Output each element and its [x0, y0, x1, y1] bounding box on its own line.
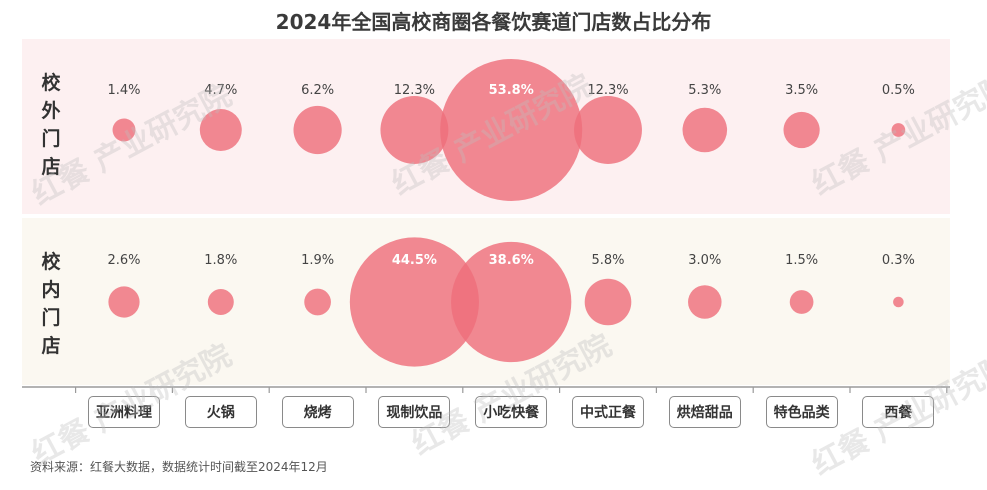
- category-label: 西餐: [862, 396, 935, 428]
- data-label: 1.5%: [785, 253, 818, 268]
- data-label: 12.3%: [587, 83, 628, 98]
- bubble-mark: [682, 107, 728, 153]
- bubble-mark: [688, 285, 722, 319]
- bubble-mark: [304, 288, 331, 316]
- data-label: 44.5%: [392, 253, 437, 268]
- row-label-char: 门: [41, 306, 60, 329]
- category-label: 烘焙甜品: [668, 396, 741, 428]
- data-label: 3.5%: [785, 83, 818, 98]
- bubble-mark: [108, 286, 140, 318]
- category-label: 现制饮品: [378, 396, 451, 428]
- bubble-mark: [893, 296, 904, 308]
- row-label-char: 内: [41, 278, 60, 301]
- bubble-mark: [293, 105, 342, 155]
- chart-title: 2024年全国高校商圈各餐饮赛道门店数占比分布: [275, 10, 712, 34]
- category-label: 亚洲料理: [88, 396, 160, 428]
- category-label: 中式正餐: [572, 396, 644, 428]
- row-label-char: 门: [41, 127, 60, 150]
- bubble-mark: [199, 109, 242, 151]
- data-label: 0.3%: [882, 253, 915, 268]
- category-label: 特色品类: [765, 396, 838, 428]
- row-label-char: 店: [41, 334, 60, 357]
- row-label-char: 外: [41, 99, 60, 122]
- data-label: 0.5%: [882, 83, 915, 98]
- data-label: 1.4%: [107, 83, 140, 98]
- data-label: 53.8%: [489, 83, 534, 98]
- category-label: 小吃快餐: [475, 396, 548, 428]
- row-label-char: 店: [41, 155, 60, 178]
- data-label: 12.3%: [394, 83, 435, 98]
- data-label: 5.3%: [688, 83, 721, 98]
- source-note: 资料来源：红餐大数据，数据统计时间截至2024年12月: [30, 460, 328, 474]
- bubble-mark: [574, 96, 642, 164]
- data-label: 1.9%: [301, 253, 334, 268]
- bubble-mark: [207, 289, 234, 315]
- category-label: 烧烤: [281, 396, 354, 428]
- data-label: 1.8%: [204, 253, 237, 268]
- bubble-mark: [349, 237, 479, 367]
- data-label: 4.7%: [204, 83, 237, 98]
- bubble-mark: [789, 290, 814, 314]
- bubble-mark: [112, 118, 136, 142]
- bubble-mark: [451, 241, 572, 363]
- data-label: 6.2%: [301, 83, 334, 98]
- row-label-char: 校: [41, 71, 61, 94]
- bubble-mark: [891, 123, 906, 137]
- bubble-mark: [783, 111, 820, 149]
- data-label: 2.6%: [107, 253, 140, 268]
- data-label: 5.8%: [591, 253, 624, 268]
- data-label: 38.6%: [489, 253, 534, 268]
- bubble-mark: [584, 278, 632, 326]
- data-label: 3.0%: [688, 253, 721, 268]
- bubble-mark: [440, 59, 583, 201]
- category-label: 火锅: [184, 396, 257, 428]
- bubble-mark: [380, 96, 449, 164]
- row-label-char: 校: [41, 250, 61, 273]
